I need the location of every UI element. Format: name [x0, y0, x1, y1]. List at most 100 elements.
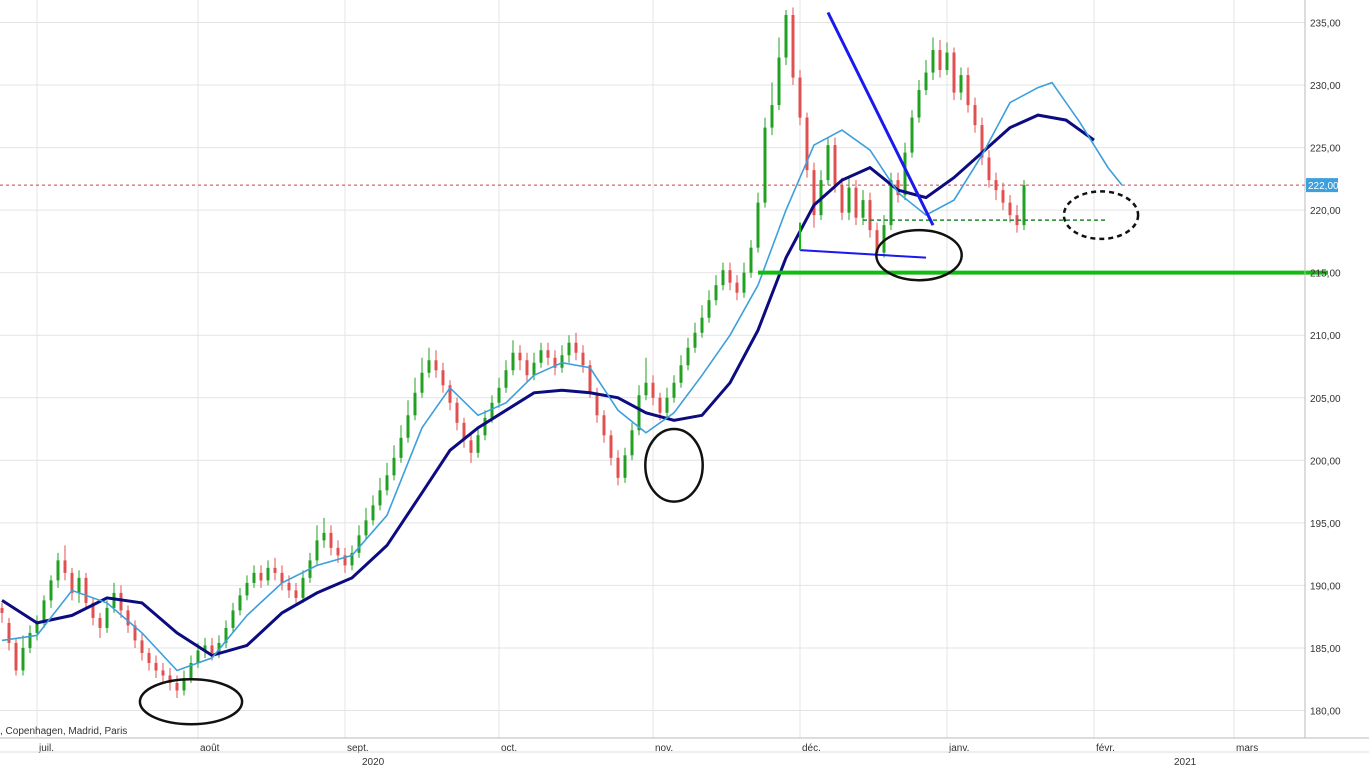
candle-body — [168, 675, 172, 683]
x-tick-label: juil. — [38, 743, 54, 754]
candle-body — [525, 360, 529, 376]
candle-body — [49, 580, 53, 601]
candle-body — [679, 365, 683, 383]
ma-slow-line — [1, 113, 1095, 658]
trendline-down — [826, 11, 935, 226]
candle-body — [77, 577, 81, 593]
annotations — [138, 11, 1328, 726]
candle-body — [301, 577, 305, 598]
candle-body — [728, 270, 732, 283]
candle-body — [399, 437, 403, 458]
candle-body — [427, 360, 431, 373]
candle-body — [7, 622, 11, 643]
candle-body — [686, 347, 690, 366]
candle-body — [469, 440, 473, 453]
y-tick-label: 215,00 — [1310, 269, 1341, 280]
highlight-circle — [875, 228, 963, 282]
candle-body — [21, 647, 25, 671]
y-tick-label: 180,00 — [1310, 706, 1341, 717]
candle-body — [581, 352, 585, 366]
candle-body — [973, 105, 977, 126]
candle-body — [91, 602, 95, 618]
x-tick-label: oct. — [501, 743, 517, 754]
source-label: , Copenhagen, Madrid, Paris — [0, 726, 127, 737]
candle-body — [483, 417, 487, 436]
candle-body — [378, 490, 382, 506]
candle-body — [392, 457, 396, 476]
candle-body — [931, 50, 935, 73]
candle-body — [665, 397, 669, 413]
candle-body — [462, 422, 466, 441]
candle-body — [742, 272, 746, 293]
candle-body — [413, 392, 417, 416]
candle-body — [329, 532, 333, 548]
y-tick-label: 190,00 — [1310, 581, 1341, 592]
y-tick-label: 235,00 — [1310, 19, 1341, 30]
candle-body — [609, 435, 613, 458]
candle-body — [721, 270, 725, 286]
candle-body — [420, 372, 424, 393]
candle-body — [105, 607, 109, 628]
candle-body — [217, 642, 221, 653]
y-tick-label: 200,00 — [1310, 456, 1341, 467]
candle-body — [357, 535, 361, 553]
candle-body — [560, 355, 564, 368]
candle-body — [511, 352, 515, 371]
candle-body — [882, 225, 886, 253]
candle-body — [770, 105, 774, 128]
x-tick-label: mars — [1236, 743, 1258, 754]
candle-body — [406, 415, 410, 438]
last-price-label: 222,00 — [1308, 181, 1339, 192]
candle-body — [763, 127, 767, 203]
candle-body — [490, 402, 494, 418]
candle-body — [735, 282, 739, 293]
candle-body — [756, 202, 760, 248]
candle-body — [350, 552, 354, 566]
candle-body — [259, 572, 263, 581]
candle-body — [966, 75, 970, 106]
candle-body — [637, 395, 641, 431]
y-tick-label: 220,00 — [1310, 206, 1341, 217]
candle-body — [0, 607, 4, 613]
candle-body — [287, 582, 291, 591]
candle-body — [161, 670, 165, 676]
x-tick-label: déc. — [802, 743, 821, 754]
candle-body — [1022, 185, 1026, 226]
candle-body — [294, 590, 298, 598]
x-tick-label: févr. — [1096, 743, 1115, 754]
grid — [0, 0, 1305, 738]
candle-body — [315, 540, 319, 561]
candle-body — [840, 185, 844, 213]
candle-body — [98, 617, 102, 628]
last-price-badge — [1306, 178, 1338, 193]
candle-body — [924, 72, 928, 91]
candle-body — [574, 342, 578, 353]
candle-body — [847, 187, 851, 213]
ma-fast-line — [1, 81, 1123, 672]
candle-body — [539, 350, 543, 363]
x-tick-label: sept. — [347, 743, 369, 754]
candle-body — [280, 572, 284, 583]
candle-body — [154, 662, 158, 671]
candle-body — [140, 640, 144, 653]
candle-body — [70, 572, 74, 593]
candle-body — [147, 652, 151, 663]
candle-body — [182, 677, 186, 691]
candle-body — [630, 430, 634, 456]
candle-body — [714, 285, 718, 301]
y-tick-label: 185,00 — [1310, 644, 1341, 655]
candle-body — [994, 180, 998, 191]
candle-body — [784, 15, 788, 58]
candle-body — [854, 187, 858, 218]
candle-body — [651, 382, 655, 398]
candle-body — [532, 362, 536, 376]
x-tick-label: janv. — [948, 743, 969, 754]
candle-body — [980, 125, 984, 158]
candle-body — [385, 475, 389, 491]
candle-body — [371, 505, 375, 521]
candle-body — [497, 387, 501, 403]
candle-body — [602, 415, 606, 436]
candle-body — [252, 572, 256, 583]
candle-body — [868, 200, 872, 231]
y-tick-label: 230,00 — [1310, 81, 1341, 92]
